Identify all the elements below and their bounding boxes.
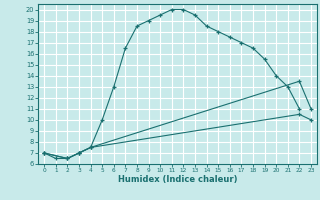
X-axis label: Humidex (Indice chaleur): Humidex (Indice chaleur) [118,175,237,184]
